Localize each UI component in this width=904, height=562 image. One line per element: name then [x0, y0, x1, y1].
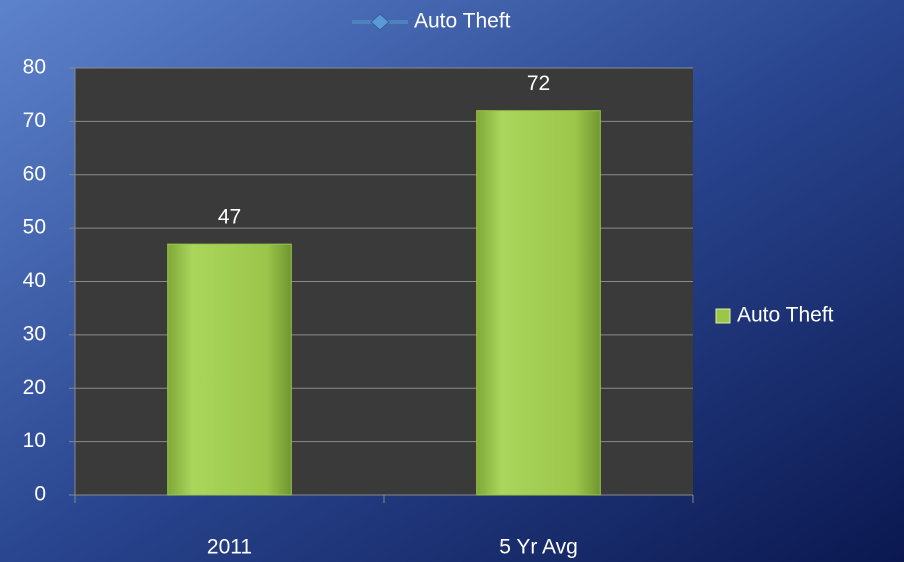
bar: [476, 110, 601, 496]
data-label: 47: [218, 206, 241, 229]
y-tick-label: 10: [23, 429, 46, 452]
y-tick-label: 40: [23, 269, 46, 292]
data-label: 72: [527, 72, 550, 95]
legend-swatch: [715, 308, 731, 324]
y-tick-label: 80: [23, 56, 46, 79]
y-tick-label: 20: [23, 376, 46, 399]
y-tick-label: 60: [23, 162, 46, 185]
legend-label: Auto Theft: [737, 304, 834, 327]
bar: [167, 243, 292, 496]
x-tick-label: 5 Yr Avg: [499, 536, 578, 559]
y-tick-label: 70: [23, 109, 46, 132]
x-tick-label: 2011: [207, 536, 252, 559]
chart-title: Auto Theft: [414, 10, 511, 33]
y-tick-label: 30: [23, 322, 46, 345]
y-tick-label: 0: [34, 483, 46, 506]
title-icon: [352, 13, 408, 31]
y-tick-label: 50: [23, 216, 46, 239]
